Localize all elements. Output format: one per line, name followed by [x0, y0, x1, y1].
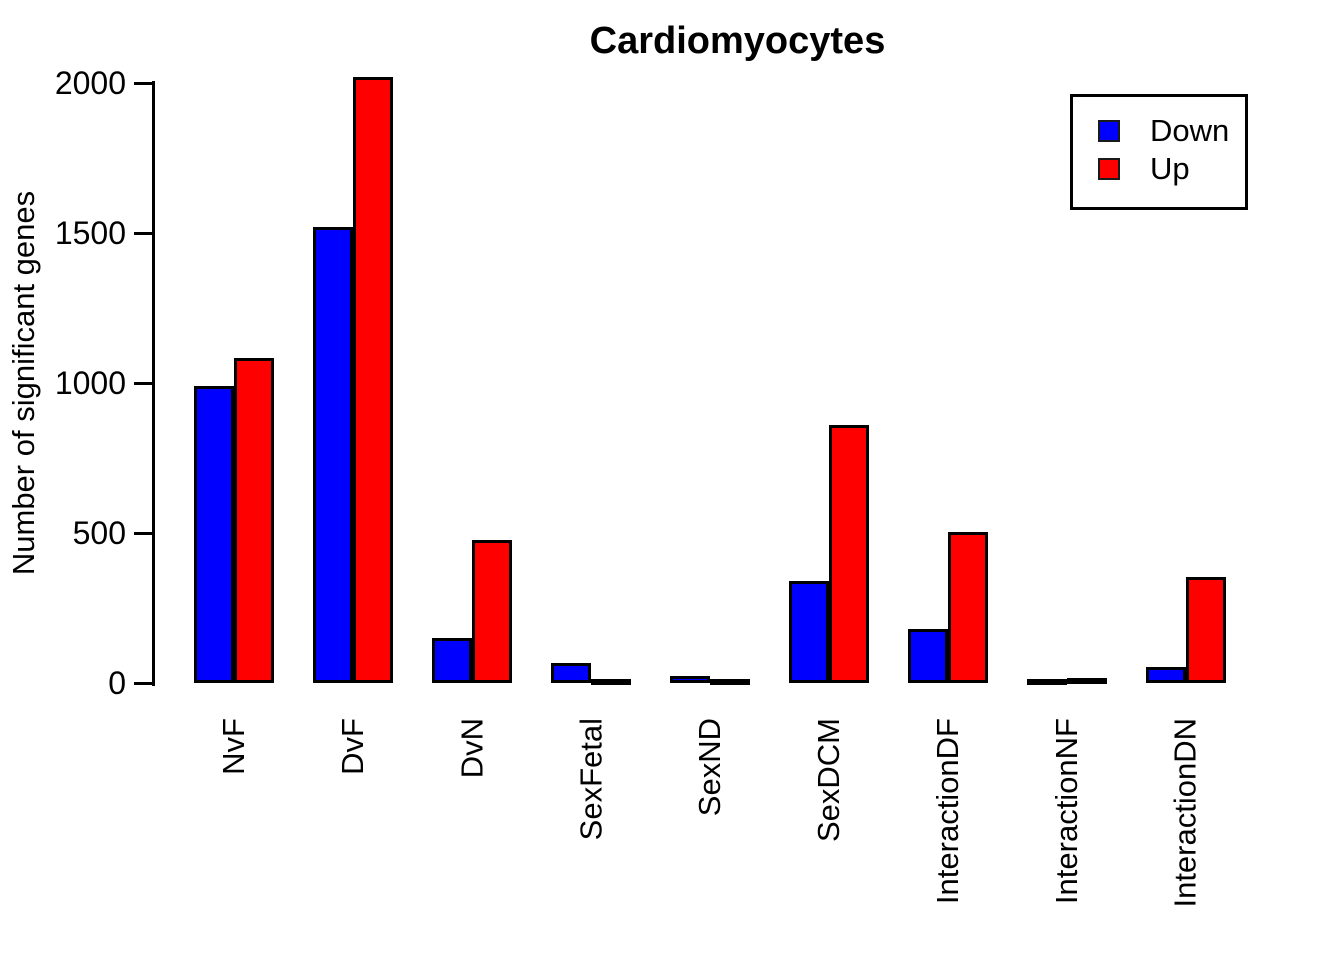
bar-up-DvN: [472, 539, 512, 683]
y-tick-mark: [134, 381, 153, 385]
chart-title: Cardiomyocytes: [589, 20, 886, 62]
y-tick-mark: [134, 231, 153, 235]
y-tick-mark: [134, 681, 153, 685]
y-axis-line: [152, 81, 155, 686]
bar-up-InteractionNF: [1067, 677, 1107, 684]
y-tick-label: 500: [72, 515, 126, 551]
legend-swatch-down: [1098, 120, 1120, 142]
bar-down-SexND: [670, 675, 710, 683]
y-tick-label: 1000: [54, 365, 126, 401]
bar-down-InteractionNF: [1027, 679, 1067, 685]
bar-down-SexFetal: [551, 662, 591, 683]
bar-up-InteractionDN: [1186, 576, 1226, 683]
bar-up-NvF: [234, 357, 274, 683]
bar-down-SexDCM: [789, 581, 829, 683]
bar-up-SexND: [710, 679, 750, 685]
x-label-SexDCM: SexDCM: [811, 718, 846, 843]
bar-up-InteractionDF: [948, 531, 988, 683]
y-tick-label: 2000: [54, 65, 126, 101]
bar-up-SexDCM: [829, 425, 869, 683]
legend-item-up: Up: [1098, 151, 1190, 186]
x-label-SexND: SexND: [692, 718, 727, 817]
x-label-DvF: DvF: [335, 718, 370, 775]
legend-item-down: Down: [1098, 113, 1229, 148]
x-label-InteractionDN: InteractionDN: [1168, 718, 1203, 908]
x-label-InteractionDF: InteractionDF: [930, 718, 965, 905]
y-tick-label: 0: [108, 665, 126, 701]
bar-down-InteractionDN: [1146, 667, 1186, 683]
bar-up-SexFetal: [591, 679, 631, 685]
x-label-NvF: NvF: [216, 718, 251, 775]
bar-down-NvF: [194, 386, 234, 683]
bar-down-DvN: [432, 638, 472, 683]
legend-swatch-up: [1098, 158, 1120, 180]
y-tick-mark: [134, 81, 153, 85]
y-tick-mark: [134, 531, 153, 535]
x-label-DvN: DvN: [454, 718, 489, 779]
bar-up-DvF: [353, 77, 393, 683]
x-label-InteractionNF: InteractionNF: [1049, 718, 1084, 905]
legend: Down Up: [1070, 94, 1248, 210]
legend-label-down: Down: [1150, 113, 1230, 148]
y-tick-label: 1500: [54, 215, 126, 251]
x-label-SexFetal: SexFetal: [573, 718, 608, 841]
legend-label-up: Up: [1150, 151, 1190, 186]
bar-down-InteractionDF: [908, 629, 948, 683]
bar-down-DvF: [313, 227, 353, 683]
